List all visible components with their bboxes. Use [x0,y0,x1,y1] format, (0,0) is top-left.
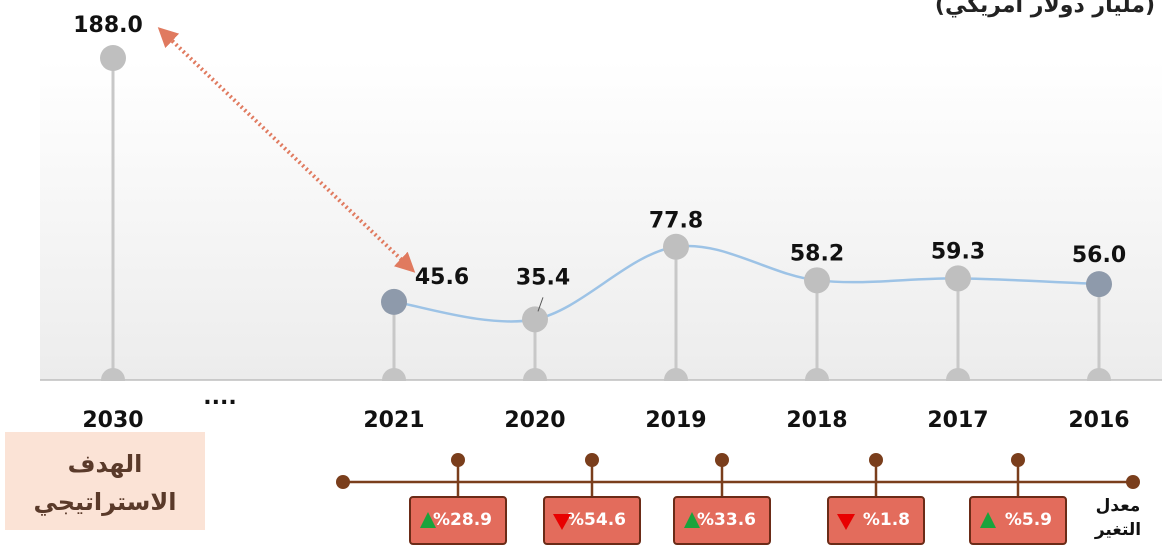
value-label: 45.6 [415,265,469,290]
change-box [969,496,1067,545]
x-tick-label: 2020 [504,408,565,433]
value-label: 77.8 [649,209,703,234]
x-tick-label: 2030 [82,408,143,433]
change-rate-label: معدل [1096,496,1141,516]
target-box [5,432,205,530]
change-value: %5.9 [1005,510,1052,530]
timeline-end [1126,475,1140,489]
x-tick-label: 2016 [1068,408,1129,433]
plot-background [40,60,1162,380]
value-label: 188.0 [73,13,143,38]
direction-arrow [684,512,700,528]
timeline-dot [585,453,599,467]
change-value: %54.6 [567,510,626,530]
value-label: 58.2 [790,241,844,266]
change-value: %1.8 [863,510,910,530]
subtitle: (مليار دولار أمريكي) [935,0,1155,18]
change-rate-label: التغير [1094,520,1141,540]
target-label: الهدف [68,450,143,478]
change-box [543,496,641,545]
change-box [827,496,925,545]
target-label: الاستراتيجي [33,488,176,516]
direction-arrow [837,514,855,530]
timeline-dot [1011,453,1025,467]
change-value: %28.9 [433,510,492,530]
change-box [673,496,771,545]
marker [522,306,548,333]
marker [804,267,830,294]
target-arrow [157,27,416,273]
change-value: %33.6 [697,510,756,530]
direction-arrow [420,512,436,528]
direction-arrow [980,512,996,528]
value-label: 35.4 [516,265,570,290]
gap-label: .... [203,385,236,410]
base-cover [40,381,1162,395]
value-label: 59.3 [931,239,985,264]
x-tick-label: 2021 [363,408,424,433]
direction-arrow [553,514,571,530]
x-tick-label: 2018 [786,408,847,433]
marker [381,288,407,315]
marker [663,233,689,260]
leader [537,297,544,312]
timeline-dot [869,453,883,467]
marker [945,265,971,292]
value-label: 56.0 [1072,243,1126,268]
timeline-dot [715,453,729,467]
x-tick-label: 2019 [645,408,706,433]
x-tick-label: 2017 [927,408,988,433]
timeline-dot [451,453,465,467]
change-box [409,496,507,545]
timeline-end [336,475,350,489]
marker [100,45,126,71]
marker [1086,271,1112,298]
